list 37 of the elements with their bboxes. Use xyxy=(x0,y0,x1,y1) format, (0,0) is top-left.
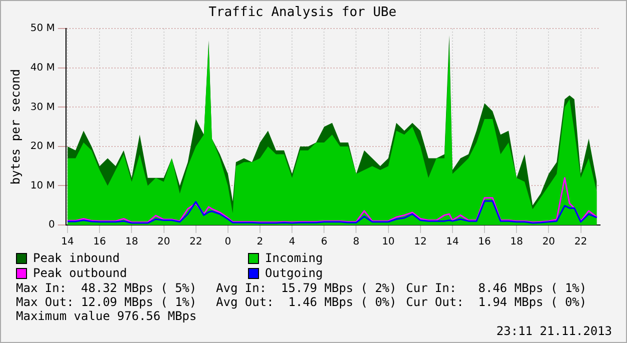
x-tick-label: 20 xyxy=(157,236,170,248)
text: Max Out: 12.09 MBps ( 1%) xyxy=(16,295,198,309)
text: Avg Out: 1.46 MBps ( 0%) xyxy=(216,295,398,309)
x-tick-label: 10 xyxy=(382,236,395,248)
legend-label: Outgoing xyxy=(265,266,323,280)
y-tick-label: 10 M xyxy=(30,180,55,192)
text: Avg In: 15.79 MBps ( 2%) xyxy=(216,281,398,295)
chart-title: Traffic Analysis for UBe xyxy=(208,5,397,20)
x-tick-label: 8 xyxy=(353,236,360,248)
legend-label: Incoming xyxy=(265,251,323,265)
x-tick-label: 18 xyxy=(510,236,523,248)
x-tick-label: 0 xyxy=(224,236,232,248)
text: 23:11 21.11.2013 xyxy=(496,324,612,338)
legend-label: Peak outbound xyxy=(33,266,127,280)
x-tick-label: 16 xyxy=(478,236,491,248)
x-tick-label: 12 xyxy=(414,236,427,248)
x-tick-label: 18 xyxy=(125,236,138,248)
x-tick-label: 4 xyxy=(288,236,296,248)
y-axis-title: bytes per second xyxy=(8,69,22,185)
text: Max In: 48.32 MBps ( 5%) xyxy=(16,281,198,295)
x-tick-label: 20 xyxy=(542,236,556,248)
y-tick-label: 40 M xyxy=(30,62,55,74)
x-tick-label: 16 xyxy=(93,236,106,248)
text: Maximum value 976.56 MBps xyxy=(15,309,198,323)
y-tick-label: 0 xyxy=(48,220,55,231)
y-tick-label: 30 M xyxy=(30,102,55,113)
text: Cur Out: 1.94 MBps ( 0%) xyxy=(406,295,588,309)
y-tick-label: 20 M xyxy=(30,141,55,152)
x-tick-label: 14 xyxy=(446,236,459,248)
x-tick-label: 6 xyxy=(320,236,328,248)
x-tick-label: 22 xyxy=(189,236,202,248)
y-tick-label: 50 M xyxy=(30,23,55,34)
legend-label: Peak inbound xyxy=(33,251,120,265)
x-tick-label: 14 xyxy=(61,236,74,248)
x-tick-label: 22 xyxy=(574,236,588,248)
text: Cur In: 8.46 MBps ( 1%) xyxy=(406,281,588,295)
x-tick-label: 2 xyxy=(256,236,264,248)
